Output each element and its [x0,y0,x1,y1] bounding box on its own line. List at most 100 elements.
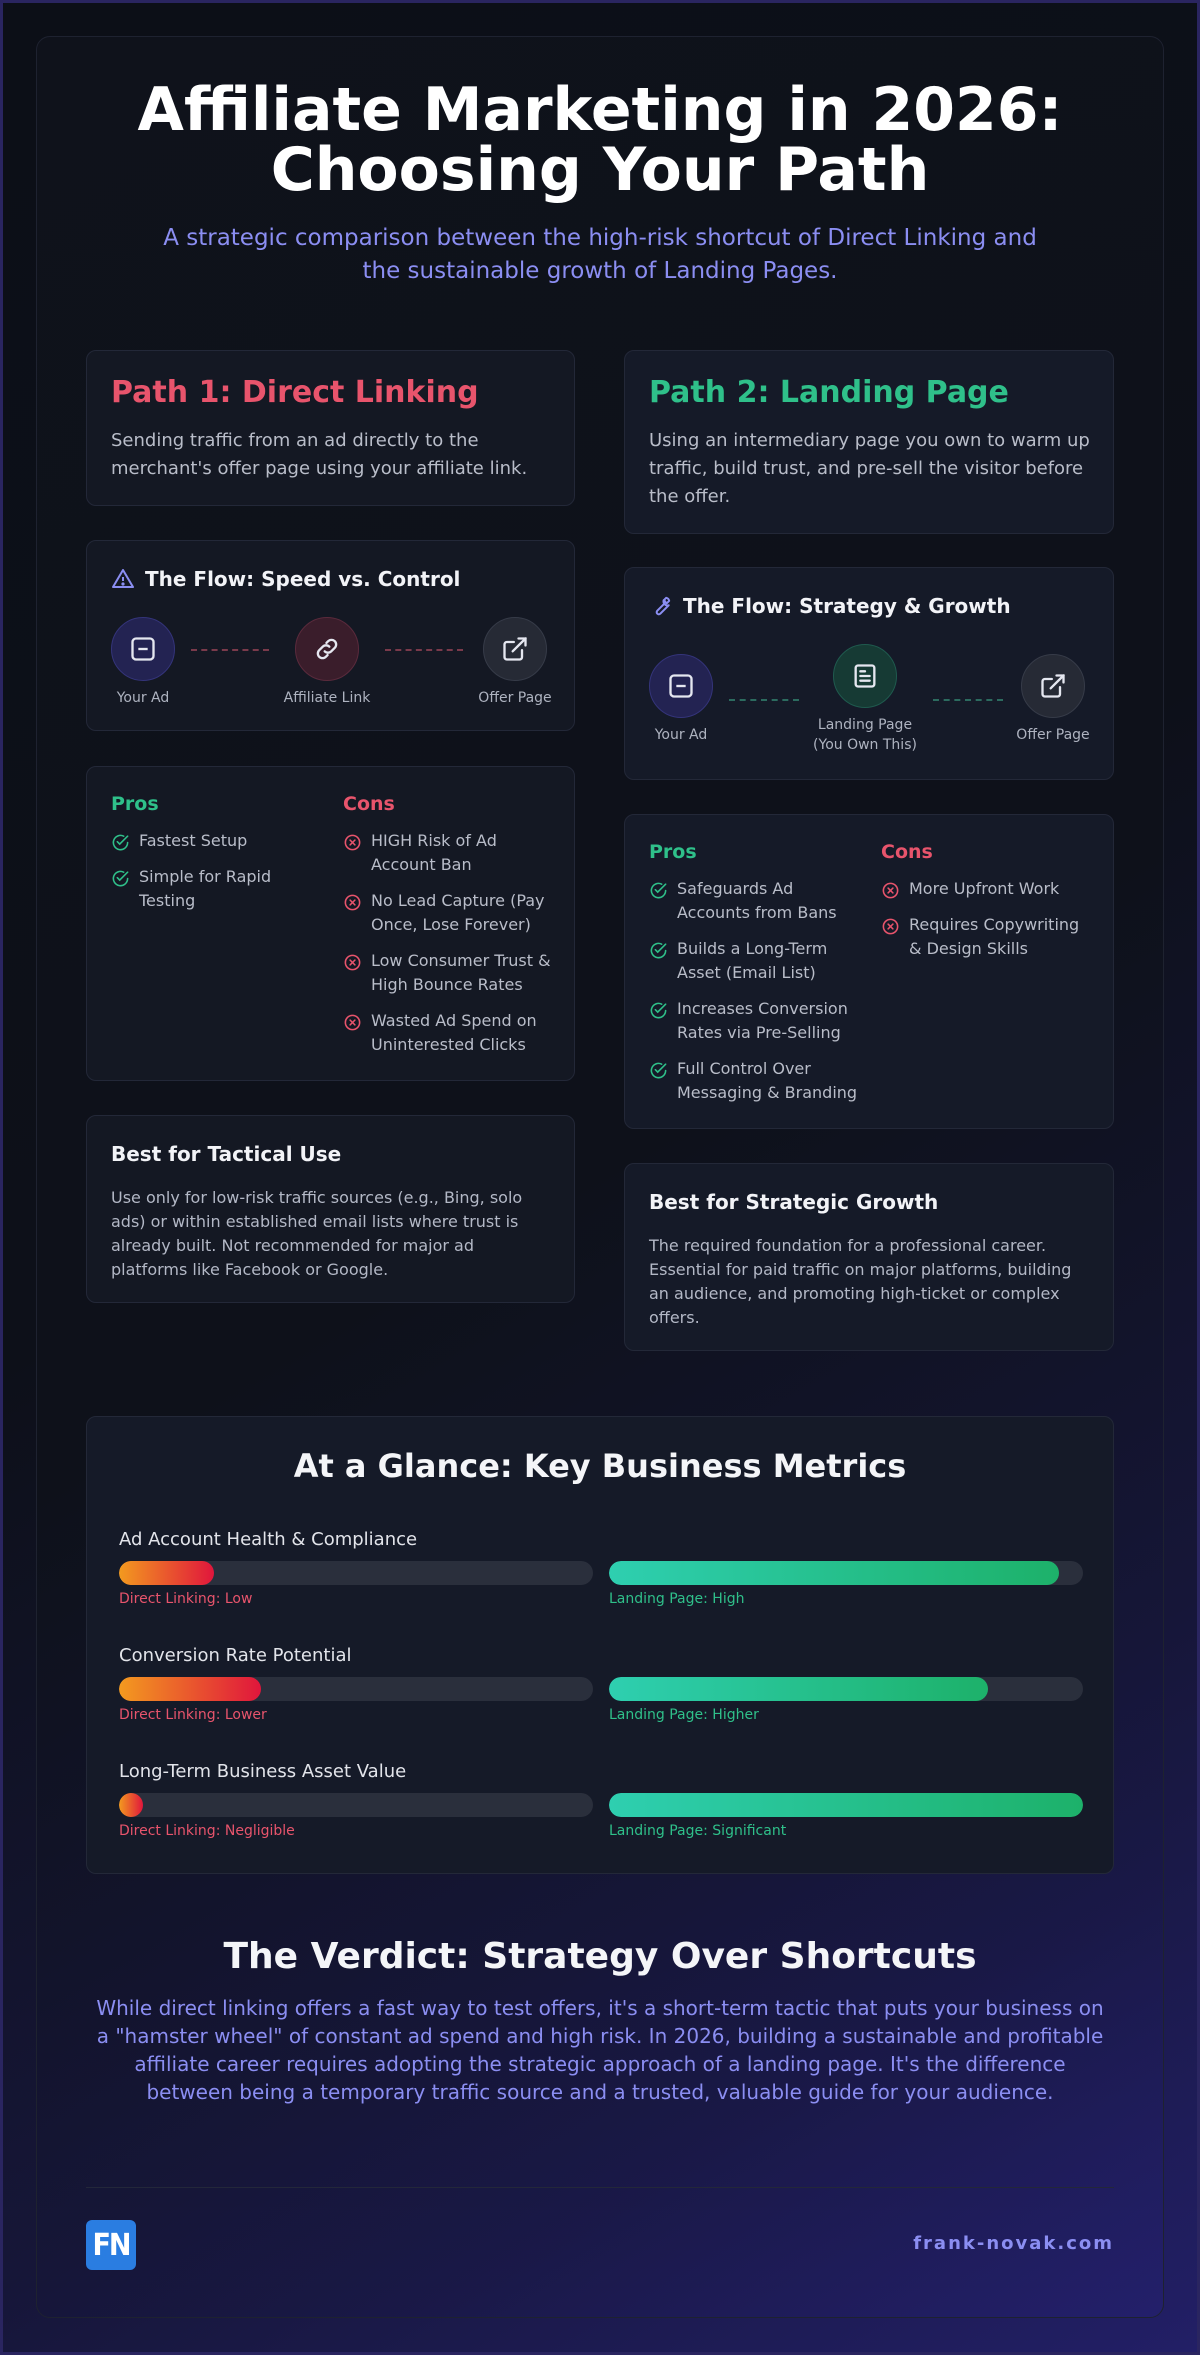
direct-bar-track [119,1561,593,1585]
pro-item: Builds a Long-Term Asset (Email List) [649,937,859,985]
landing-bar-caption: Landing Page: Higher [609,1707,759,1723]
pro-item: Fastest Setup [111,829,321,853]
page-title: Affiliate Marketing in 2026: Choosing Yo… [0,80,1200,200]
con-item: Wasted Ad Spend on Uninterested Clicks [343,1009,553,1057]
path2-intro-card: Path 2: Landing Page Using an intermedia… [624,350,1114,534]
path1-pros-list: Fastest Setup Simple for Rapid Testing [111,829,321,925]
flow-node-offer-page [1021,654,1085,718]
path2-cons-list: More Upfront Work Requires Copywriting &… [881,877,1091,973]
landing-bar-track [609,1793,1083,1817]
flow-node-affiliate-link [295,617,359,681]
document-icon [854,664,876,688]
footer-divider [86,2187,1114,2188]
direct-bar-caption: Direct Linking: Lower [119,1707,267,1723]
flow-node-landing-page [833,644,897,708]
metric-label: Long-Term Business Asset Value [119,1761,407,1782]
path2-cons-heading: Cons [881,841,933,863]
metric-label: Conversion Rate Potential [119,1645,352,1666]
con-item: Low Consumer Trust & High Bounce Rates [343,949,553,997]
path2-pros-list: Safeguards Ad Accounts from Bans Builds … [649,877,859,1117]
title-line-2: Choosing Your Path [270,135,930,205]
path2-pros-heading: Pros [649,841,697,863]
con-item: More Upfront Work [881,877,1091,901]
metrics-title: At a Glance: Key Business Metrics [293,1447,907,1485]
pro-item: Full Control Over Messaging & Branding [649,1057,859,1105]
check-circle-icon [650,942,667,959]
landing-bar-caption: Landing Page: High [609,1591,745,1607]
path1-best-card: Best for Tactical Use Use only for low-r… [86,1115,575,1303]
check-circle-icon [112,870,129,887]
verdict-text: While direct linking offers a fast way t… [96,1996,1104,2104]
landing-bar-fill [609,1561,1060,1585]
minus-square-icon [669,674,693,698]
path1-best-text: Use only for low-risk traffic sources (e… [111,1188,523,1279]
external-link-icon [503,637,527,661]
x-circle-icon [882,918,899,935]
flow-label-affiliate-link: Affiliate Link [283,690,371,706]
flow-node-offer-page [483,617,547,681]
path2-best-card: Best for Strategic Growth The required f… [624,1163,1114,1351]
site-link[interactable]: frank-novak.com [913,2233,1114,2254]
path2-description: Using an intermediary page you own to wa… [649,430,1090,507]
direct-bar-caption: Direct Linking: Negligible [119,1823,295,1839]
path2-flow-heading: The Flow: Strategy & Growth [649,594,1011,618]
flow-connector [729,699,799,701]
path1-flow-title: The Flow: Speed vs. Control [145,567,461,591]
path1-cons-list: HIGH Risk of Ad Account Ban No Lead Capt… [343,829,553,1069]
direct-bar-track [119,1793,593,1817]
flow-connector [385,649,463,651]
path2-pros-cons-card: Pros Safeguards Ad Accounts from Bans Bu… [624,814,1114,1129]
direct-bar-fill [119,1793,143,1817]
landing-bar-track [609,1561,1083,1585]
direct-bar-fill [119,1677,262,1701]
check-circle-icon [650,1062,667,1079]
x-circle-icon [344,1014,361,1031]
landing-bar-fill [609,1677,989,1701]
con-item: Requires Copywriting & Design Skills [881,913,1091,961]
flow-label-offer-page: Offer Page [1016,727,1090,743]
path1-flow-card: The Flow: Speed vs. Control Your Ad Affi… [86,540,575,731]
landing-bar-track [609,1677,1083,1701]
pro-item: Safeguards Ad Accounts from Bans [649,877,859,925]
page-subtitle: A strategic comparison between the high-… [163,225,1037,284]
landing-bar-fill [609,1793,1083,1817]
flow-label-your-ad: Your Ad [654,727,708,743]
path1-title: Path 1: Direct Linking [111,375,479,410]
flow-label-your-ad: Your Ad [116,690,170,706]
title-line-1: Affiliate Marketing in 2026: [137,75,1063,145]
flow-label-landing-page: Landing Page (You Own This) [813,717,917,753]
x-circle-icon [344,894,361,911]
warning-triangle-icon [112,569,134,588]
check-circle-icon [650,1002,667,1019]
direct-bar-caption: Direct Linking: Low [119,1591,253,1607]
landing-bar-caption: Landing Page: Significant [609,1823,787,1839]
path2-best-text: The required foundation for a profession… [649,1236,1072,1327]
flow-node-your-ad [111,617,175,681]
metrics-card: At a Glance: Key Business Metrics Ad Acc… [86,1416,1114,1874]
path2-flow-title: The Flow: Strategy & Growth [683,594,1011,618]
x-circle-icon [344,834,361,851]
path2-flow-card: The Flow: Strategy & Growth Your Ad Land… [624,567,1114,780]
direct-bar-fill [119,1561,214,1585]
minus-square-icon [131,637,155,661]
x-circle-icon [344,954,361,971]
pro-item: Increases Conversion Rates via Pre-Selli… [649,997,859,1045]
verdict-title: The Verdict: Strategy Over Shortcuts [223,1936,977,1977]
direct-bar-track [119,1677,593,1701]
path1-description: Sending traffic from an ad directly to t… [111,430,528,479]
check-circle-icon [112,834,129,851]
con-item: HIGH Risk of Ad Account Ban [343,829,553,877]
x-circle-icon [882,882,899,899]
check-circle-icon [650,882,667,899]
external-link-icon [1041,674,1065,698]
metric-label: Ad Account Health & Compliance [119,1529,418,1550]
flow-label-offer-page: Offer Page [478,690,552,706]
wrench-icon [655,596,671,616]
path1-intro-card: Path 1: Direct Linking Sending traffic f… [86,350,575,506]
path1-best-title: Best for Tactical Use [111,1142,342,1166]
path1-pros-cons-card: Pros Fastest Setup Simple for Rapid Test… [86,766,575,1081]
pro-item: Simple for Rapid Testing [111,865,321,913]
path1-cons-heading: Cons [343,793,395,815]
link-icon [316,638,338,660]
path1-flow-heading: The Flow: Speed vs. Control [111,567,460,591]
